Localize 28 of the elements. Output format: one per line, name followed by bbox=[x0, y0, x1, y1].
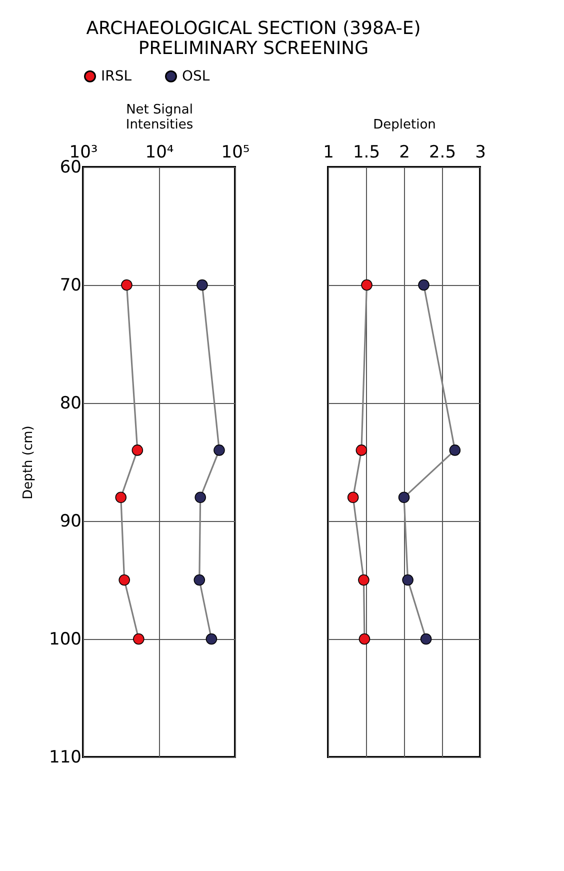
y-tick-label: 90 bbox=[60, 512, 82, 532]
point bbox=[420, 633, 432, 645]
x-tick-label: 10⁴ bbox=[145, 142, 174, 162]
point bbox=[449, 444, 461, 456]
x-tick-label: 1 bbox=[323, 142, 334, 162]
x-tick-label: 2.5 bbox=[428, 142, 456, 162]
x-tick-label: 10⁵ bbox=[221, 142, 250, 162]
point bbox=[358, 574, 370, 586]
x-axis-title: Depletion bbox=[373, 118, 436, 132]
point bbox=[356, 444, 368, 456]
x-tick-label: 1.5 bbox=[352, 142, 380, 162]
point bbox=[402, 574, 414, 586]
legend-label: OSL bbox=[182, 68, 210, 84]
x-tick-label: 2 bbox=[399, 142, 410, 162]
y-tick-label: 100 bbox=[49, 630, 82, 650]
y-axis-title: Depth (cm) bbox=[21, 426, 36, 500]
x-axis-title: Net Signal Intensities bbox=[126, 102, 194, 132]
point bbox=[358, 633, 370, 645]
y-tick-label: 80 bbox=[60, 394, 82, 414]
point bbox=[418, 279, 430, 291]
point bbox=[347, 492, 359, 504]
point bbox=[361, 279, 372, 291]
y-tick-label: 110 bbox=[49, 748, 82, 768]
y-tick-label: 70 bbox=[60, 276, 82, 296]
point bbox=[398, 492, 410, 504]
legend-label: IRSL bbox=[101, 68, 132, 84]
x-tick-label: 3 bbox=[475, 142, 486, 162]
chart-title: ARCHAEOLOGICAL SECTION (398A-E) PRELIMINARY SCREENING bbox=[86, 18, 421, 59]
